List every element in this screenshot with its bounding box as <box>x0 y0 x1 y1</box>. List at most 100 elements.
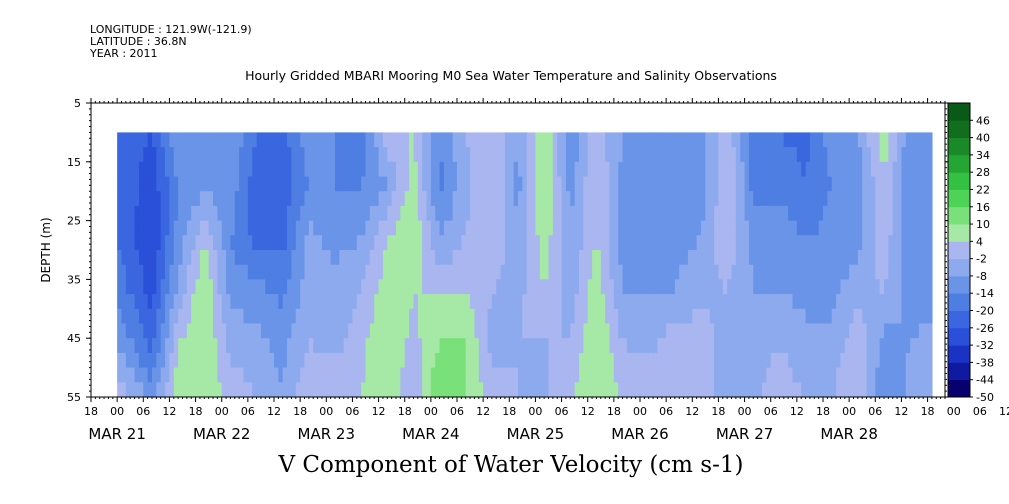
heat-cell <box>792 264 798 280</box>
heat-cell <box>474 294 480 310</box>
heat-cell <box>613 132 619 148</box>
heat-cell <box>409 308 415 325</box>
heat-cell <box>613 176 619 192</box>
heat-cell <box>666 264 672 280</box>
heat-cell <box>570 147 576 163</box>
heat-cell <box>666 235 672 251</box>
heat-cell <box>809 367 815 383</box>
heat-cell <box>557 264 563 280</box>
heat-cell <box>374 250 380 266</box>
heat-cell <box>552 220 558 236</box>
heat-cell <box>300 352 306 369</box>
heat-cell <box>731 279 737 295</box>
heat-cell <box>600 308 606 325</box>
heat-cell <box>391 161 397 178</box>
heat-cell <box>635 147 641 163</box>
heat-cell <box>396 250 401 266</box>
heat-cell <box>836 205 842 222</box>
heat-cell <box>117 308 123 325</box>
heat-cell <box>740 176 746 192</box>
heat-cell <box>683 147 689 163</box>
heat-cell <box>605 161 611 178</box>
heat-cell <box>788 279 794 295</box>
heat-cell <box>513 323 519 339</box>
heat-cell <box>252 191 258 207</box>
heat-cell <box>539 308 545 325</box>
heat-cell <box>213 323 218 339</box>
heat-cell <box>801 352 807 369</box>
heat-cell <box>448 132 454 148</box>
heat-cell <box>587 235 593 251</box>
heat-cell <box>561 235 567 251</box>
heat-cell <box>147 191 153 207</box>
heat-cell <box>287 352 293 369</box>
heat-cell <box>609 220 615 236</box>
heat-cell <box>339 367 345 383</box>
heat-cell <box>409 352 415 369</box>
heat-cell <box>291 191 297 207</box>
heat-cell <box>748 294 754 310</box>
heat-cell <box>666 382 672 398</box>
heat-cell <box>809 250 815 266</box>
heat-cell <box>138 308 144 325</box>
heat-cell <box>391 323 397 339</box>
heat-cell <box>653 323 659 339</box>
heat-cell <box>792 308 798 325</box>
heat-cell <box>147 382 153 398</box>
heat-cell <box>657 352 663 369</box>
heat-cell <box>918 308 924 325</box>
heat-cell <box>762 382 767 398</box>
heat-cell <box>339 279 345 295</box>
heat-cell <box>775 220 781 236</box>
heat-cell <box>326 294 332 310</box>
heat-cell <box>522 352 528 369</box>
heat-cell <box>748 352 754 369</box>
heat-cell <box>631 205 637 222</box>
heat-cell <box>252 147 258 163</box>
colorbar-label: -14 <box>976 287 994 300</box>
x-hour-label: 06 <box>136 405 150 418</box>
heat-cell <box>138 294 144 310</box>
heat-cell <box>348 352 354 369</box>
heat-cell <box>504 161 510 178</box>
heat-cell <box>762 367 767 383</box>
heat-cell <box>413 250 419 266</box>
heat-cell <box>866 220 872 236</box>
heat-cell <box>901 323 907 339</box>
heat-cell <box>574 279 580 295</box>
heat-cell <box>670 323 676 339</box>
heat-cell <box>731 382 737 398</box>
heat-cell <box>923 132 929 148</box>
heat-cell <box>775 191 781 207</box>
heat-cell <box>892 205 898 222</box>
heat-cell <box>173 161 179 178</box>
heat-cell <box>513 191 519 207</box>
heat-cell <box>173 264 179 280</box>
heat-cell <box>226 338 232 354</box>
heat-cell <box>923 191 929 207</box>
heat-cell <box>430 132 436 148</box>
heat-cell <box>269 220 275 236</box>
heat-cell <box>653 176 659 192</box>
heat-cell <box>884 161 889 178</box>
heat-cell <box>435 264 441 280</box>
heat-cell <box>491 220 497 236</box>
heat-cell <box>618 323 624 339</box>
heat-cell <box>552 367 558 383</box>
heat-cell <box>635 161 641 178</box>
heat-cell <box>853 279 859 295</box>
heat-cell <box>313 294 319 310</box>
heat-cell <box>849 250 855 266</box>
heat-cell <box>282 235 288 251</box>
heat-cell <box>531 382 537 398</box>
heat-cell <box>674 161 680 178</box>
heat-cell <box>413 367 419 383</box>
heat-cell <box>783 147 789 163</box>
heat-cell <box>365 250 371 266</box>
heat-cell <box>278 235 284 251</box>
heat-cell <box>426 191 432 207</box>
heat-cell <box>609 191 615 207</box>
heat-cell <box>683 338 689 354</box>
heat-cell <box>805 338 811 354</box>
heat-cell <box>287 323 293 339</box>
